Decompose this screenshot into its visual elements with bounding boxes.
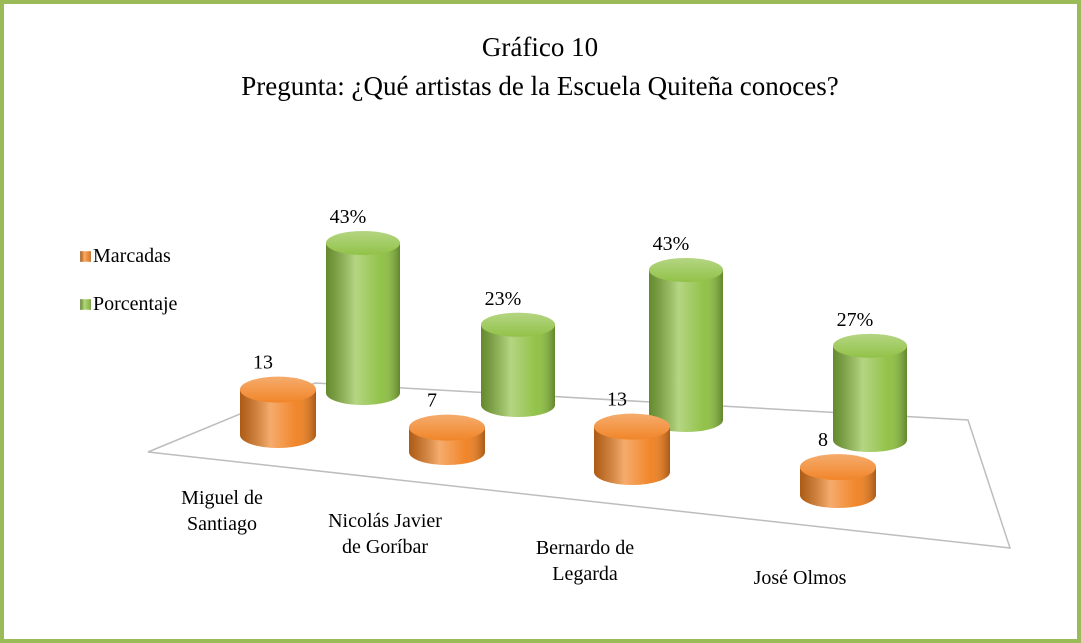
bar-top-shade: [481, 312, 555, 337]
bar: [594, 413, 670, 485]
bar-shade: [649, 270, 723, 432]
bar-shade: [833, 345, 907, 452]
bar-top-shade: [594, 413, 670, 440]
bar-top-shade: [409, 414, 485, 441]
x-tick-label: José Olmos: [754, 567, 847, 589]
legend-label: Marcadas: [93, 245, 171, 267]
chart-subtitle: Pregunta: ¿Qué artistas de la Escuela Qu…: [241, 71, 839, 101]
bar: [409, 414, 485, 465]
bar-shade: [481, 324, 555, 417]
bar-shade: [326, 243, 400, 405]
data-label: 13: [607, 389, 627, 411]
bar-top-shade: [800, 454, 876, 481]
x-tick-label: Miguel de Santiago: [181, 487, 263, 535]
data-label: 7: [427, 390, 437, 412]
legend-swatch-shade: [80, 251, 91, 262]
bar: [833, 333, 907, 452]
bar-shade: [594, 426, 670, 485]
data-label: 43%: [653, 233, 690, 255]
bar-top-shade: [240, 376, 316, 403]
bar-top-shade: [833, 333, 907, 358]
legend-swatch-shade: [80, 299, 91, 310]
legend-label: Porcentaje: [93, 293, 178, 315]
data-label: 43%: [330, 206, 367, 228]
bar: [649, 258, 723, 432]
bar-top-shade: [649, 258, 723, 282]
bar-top-shade: [326, 231, 400, 255]
bar: [326, 231, 400, 405]
bar: [240, 376, 316, 448]
data-label: 8: [818, 429, 828, 451]
x-tick-label: Bernardo de Legarda: [536, 537, 634, 585]
chart-title: Gráfico 10: [482, 32, 598, 62]
plot: [240, 231, 907, 508]
data-label: 27%: [837, 309, 874, 331]
bar-shade: [240, 389, 316, 448]
bar: [481, 312, 555, 417]
data-label: 23%: [485, 288, 522, 310]
x-tick-label: Nicolás Javier de Goríbar: [328, 510, 442, 558]
bar: [800, 454, 876, 508]
data-label: 13: [253, 352, 273, 374]
